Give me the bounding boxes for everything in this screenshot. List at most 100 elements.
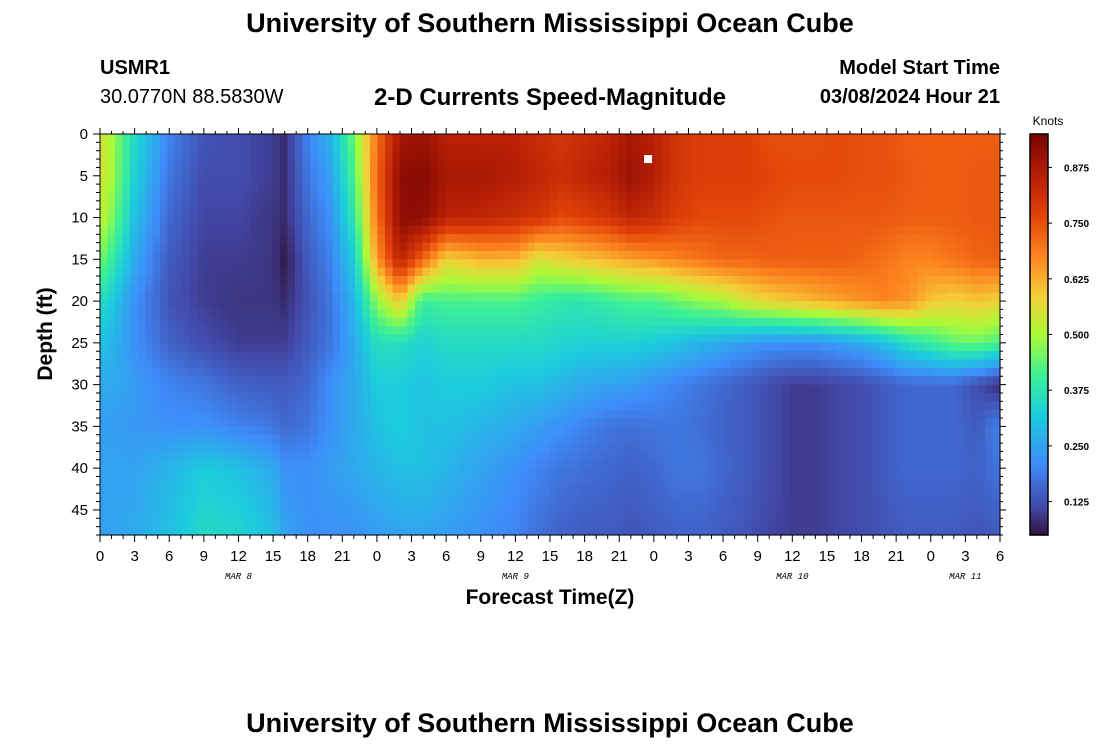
heatmap-cell (145, 309, 154, 319)
heatmap-cell (610, 250, 619, 260)
heatmap-cell (385, 175, 394, 185)
heatmap-cell (700, 175, 709, 185)
heatmap-cell (392, 401, 401, 411)
heatmap-cell (100, 476, 109, 486)
heatmap-cell (475, 384, 484, 394)
heatmap-cell (220, 309, 229, 319)
heatmap-cell (602, 309, 611, 319)
heatmap-cell (302, 409, 311, 419)
heatmap-cell (317, 159, 326, 169)
heatmap-cell (415, 292, 424, 302)
heatmap-cell (235, 259, 244, 269)
heatmap-cell (587, 376, 596, 386)
heatmap-cell (752, 426, 761, 436)
heatmap-cell (287, 150, 296, 160)
heatmap-cell (752, 451, 761, 461)
heatmap-cell (970, 175, 979, 185)
heatmap-cell (857, 150, 866, 160)
heatmap-cell (670, 376, 679, 386)
heatmap-cell (130, 409, 139, 419)
heatmap-cell (355, 317, 364, 327)
heatmap-cell (677, 284, 686, 294)
heatmap-cell (902, 451, 911, 461)
heatmap-cell (332, 234, 341, 244)
heatmap-cell (895, 200, 904, 210)
heatmap-cell (662, 342, 671, 352)
heatmap-cell (362, 134, 371, 143)
heatmap-cell (107, 401, 116, 411)
heatmap-cell (655, 376, 664, 386)
heatmap-cell (482, 292, 491, 302)
heatmap-cell (767, 301, 776, 311)
heatmap-cell (917, 384, 926, 394)
heatmap-cell (842, 359, 851, 369)
heatmap-cell (722, 284, 731, 294)
heatmap-cell (340, 150, 349, 160)
heatmap-cell (107, 184, 116, 194)
heatmap-cell (827, 301, 836, 311)
heatmap-cell (520, 351, 529, 361)
heatmap-cell (985, 284, 994, 294)
heatmap-cell (602, 384, 611, 394)
heatmap-cell (527, 434, 536, 444)
heatmap-cell (385, 250, 394, 260)
heatmap-cell (242, 276, 251, 285)
heatmap-cell (392, 309, 401, 319)
heatmap-cell (467, 259, 476, 269)
heatmap-cell (257, 409, 266, 419)
heatmap-cell (182, 217, 191, 227)
heatmap-cell (610, 200, 619, 210)
heatmap-cell (692, 301, 701, 311)
heatmap-cell (955, 250, 964, 260)
heatmap-cell (940, 459, 949, 469)
heatmap-cell (197, 392, 206, 402)
heatmap-cell (115, 242, 124, 252)
heatmap-cell (955, 276, 964, 285)
heatmap-cell (197, 426, 206, 436)
heatmap-cell (752, 401, 761, 411)
heatmap-cell (670, 242, 679, 252)
heatmap-cell (685, 326, 694, 336)
heatmap-cell (347, 301, 356, 311)
heatmap-cell (205, 359, 214, 369)
heatmap-cell (377, 468, 386, 478)
heatmap-cell (805, 326, 814, 336)
heatmap-cell (280, 200, 289, 210)
heatmap-cell (332, 317, 341, 327)
heatmap-cell (835, 401, 844, 411)
heatmap-cell (557, 459, 566, 469)
heatmap-cell (752, 409, 761, 419)
heatmap-cell (902, 326, 911, 336)
heatmap-cell (985, 384, 994, 394)
heatmap-cell (745, 376, 754, 386)
heatmap-cell (272, 192, 281, 202)
heatmap-cell (385, 451, 394, 461)
heatmap-cell (610, 317, 619, 327)
heatmap-cell (107, 242, 116, 252)
heatmap-cell (220, 217, 229, 227)
heatmap-cell (730, 142, 739, 152)
heatmap-cell (602, 443, 611, 453)
heatmap-cell (692, 192, 701, 202)
heatmap-cell (782, 367, 791, 377)
heatmap-cell (152, 184, 161, 194)
heatmap-cell (647, 225, 656, 235)
heatmap-cell (992, 468, 1001, 478)
heatmap-cell (430, 225, 439, 235)
heatmap-cell (745, 267, 754, 277)
heatmap-cell (437, 342, 446, 352)
heatmap-cell (565, 175, 574, 185)
heatmap-cell (175, 401, 184, 411)
heatmap-cell (572, 376, 581, 386)
heatmap-cell (812, 459, 821, 469)
heatmap-cell (257, 234, 266, 244)
heatmap-cell (820, 259, 829, 269)
heatmap-cell (767, 242, 776, 252)
heatmap-cell (910, 234, 919, 244)
heatmap-cell (565, 443, 574, 453)
heatmap-cell (392, 359, 401, 369)
heatmap-cell (722, 267, 731, 277)
heatmap-cell (647, 384, 656, 394)
heatmap-cell (580, 401, 589, 411)
heatmap-cell (130, 309, 139, 319)
